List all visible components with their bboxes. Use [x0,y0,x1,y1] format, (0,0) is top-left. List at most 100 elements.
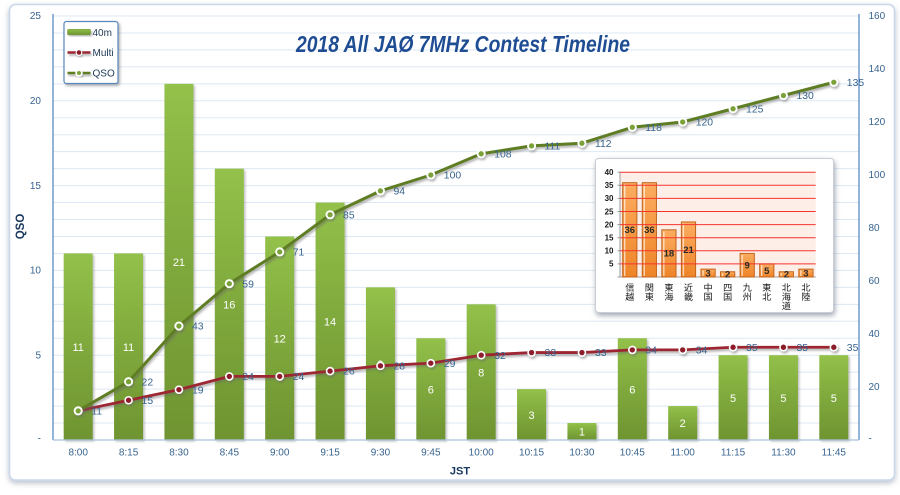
svg-text:25: 25 [30,11,42,22]
svg-text:140: 140 [869,64,886,75]
svg-text:71: 71 [293,247,305,258]
svg-text:18: 18 [664,249,675,260]
svg-text:9:15: 9:15 [320,448,340,459]
svg-text:8: 8 [478,367,484,379]
svg-text:20: 20 [30,96,42,107]
svg-text:85: 85 [343,210,355,221]
svg-text:3: 3 [705,268,710,279]
svg-text:22: 22 [142,377,154,388]
svg-text:9:45: 9:45 [421,448,441,459]
svg-text:10:00: 10:00 [469,448,494,459]
svg-text:111: 111 [545,141,561,152]
svg-text:100: 100 [444,171,462,182]
svg-text:35: 35 [605,181,614,190]
svg-text:2: 2 [680,418,686,430]
svg-text:15: 15 [142,396,154,407]
svg-text:33: 33 [545,348,557,359]
svg-text:8:30: 8:30 [169,448,189,459]
svg-text:120: 120 [696,118,714,129]
svg-text:11: 11 [72,342,83,354]
svg-text:5: 5 [831,393,837,405]
svg-text:21: 21 [683,245,694,256]
svg-text:10: 10 [30,266,42,277]
svg-text:2: 2 [784,270,789,281]
svg-text:20: 20 [869,382,881,393]
svg-text:8:45: 8:45 [220,448,240,459]
svg-text:10:30: 10:30 [569,448,594,459]
svg-text:24: 24 [242,372,254,383]
svg-text:120: 120 [869,117,886,128]
svg-text:35: 35 [796,343,808,354]
svg-text:2: 2 [725,270,730,281]
svg-text:21: 21 [173,257,185,269]
svg-text:QSO: QSO [15,214,27,240]
svg-text:94: 94 [393,187,405,198]
svg-text:118: 118 [645,123,662,134]
svg-text:Multi: Multi [93,48,114,59]
svg-text:40m: 40m [93,28,112,39]
svg-text:11:30: 11:30 [771,448,796,459]
svg-text:108: 108 [494,149,512,160]
svg-text:5: 5 [609,260,614,269]
svg-text:9:00: 9:00 [270,448,290,459]
svg-text:40: 40 [869,329,881,340]
svg-text:32: 32 [494,351,506,362]
svg-text:20: 20 [605,220,614,229]
svg-text:80: 80 [869,223,881,234]
svg-text:35: 35 [746,343,758,354]
svg-text:-: - [38,434,41,445]
svg-text:6: 6 [629,384,635,396]
svg-text:11:00: 11:00 [671,448,696,459]
svg-text:12: 12 [274,333,286,345]
svg-text:30: 30 [605,194,614,203]
svg-text:26: 26 [343,367,355,378]
svg-text:125: 125 [746,104,764,115]
svg-text:135: 135 [847,78,865,89]
svg-text:5: 5 [35,350,41,361]
svg-text:10: 10 [605,247,614,256]
svg-text:14: 14 [324,316,336,328]
svg-text:35: 35 [847,343,859,354]
svg-text:160: 160 [869,11,886,22]
svg-text:25: 25 [605,207,614,216]
svg-text:3: 3 [528,410,534,422]
svg-text:6: 6 [428,384,434,396]
svg-text:JST: JST [450,466,470,478]
svg-text:29: 29 [444,359,456,370]
svg-text:15: 15 [30,181,42,192]
svg-text:8:00: 8:00 [68,448,88,459]
svg-text:24: 24 [293,372,305,383]
svg-text:10:45: 10:45 [620,448,645,459]
svg-text:11:45: 11:45 [822,448,847,459]
svg-text:100: 100 [869,170,886,181]
svg-text:15: 15 [605,234,614,243]
svg-text:11: 11 [123,342,134,354]
svg-text:2018 All JAØ 7MHz Contest Time: 2018 All JAØ 7MHz Contest Timeline [295,31,630,57]
svg-text:36: 36 [644,225,655,236]
svg-text:16: 16 [223,300,235,312]
svg-text:-: - [869,434,872,445]
svg-text:43: 43 [192,322,204,333]
svg-text:10:15: 10:15 [519,448,544,459]
svg-text:1: 1 [579,427,585,439]
svg-text:36: 36 [624,225,635,236]
svg-text:3: 3 [803,268,808,279]
svg-text:11: 11 [91,406,102,417]
svg-text:34: 34 [645,346,657,357]
svg-text:19: 19 [192,385,204,396]
svg-text:28: 28 [393,361,405,372]
svg-text:11:15: 11:15 [721,448,746,459]
svg-text:9: 9 [745,261,750,272]
svg-text:33: 33 [595,348,607,359]
svg-text:8:15: 8:15 [119,448,139,459]
svg-text:112: 112 [595,139,612,150]
svg-text:5: 5 [764,266,770,277]
svg-text:9:30: 9:30 [371,448,391,459]
svg-text:5: 5 [730,393,736,405]
svg-text:59: 59 [242,279,254,290]
svg-text:5: 5 [780,393,786,405]
svg-text:130: 130 [796,91,814,102]
svg-text:60: 60 [869,276,881,287]
svg-text:QSO: QSO [93,69,115,80]
svg-text:40: 40 [605,168,614,177]
